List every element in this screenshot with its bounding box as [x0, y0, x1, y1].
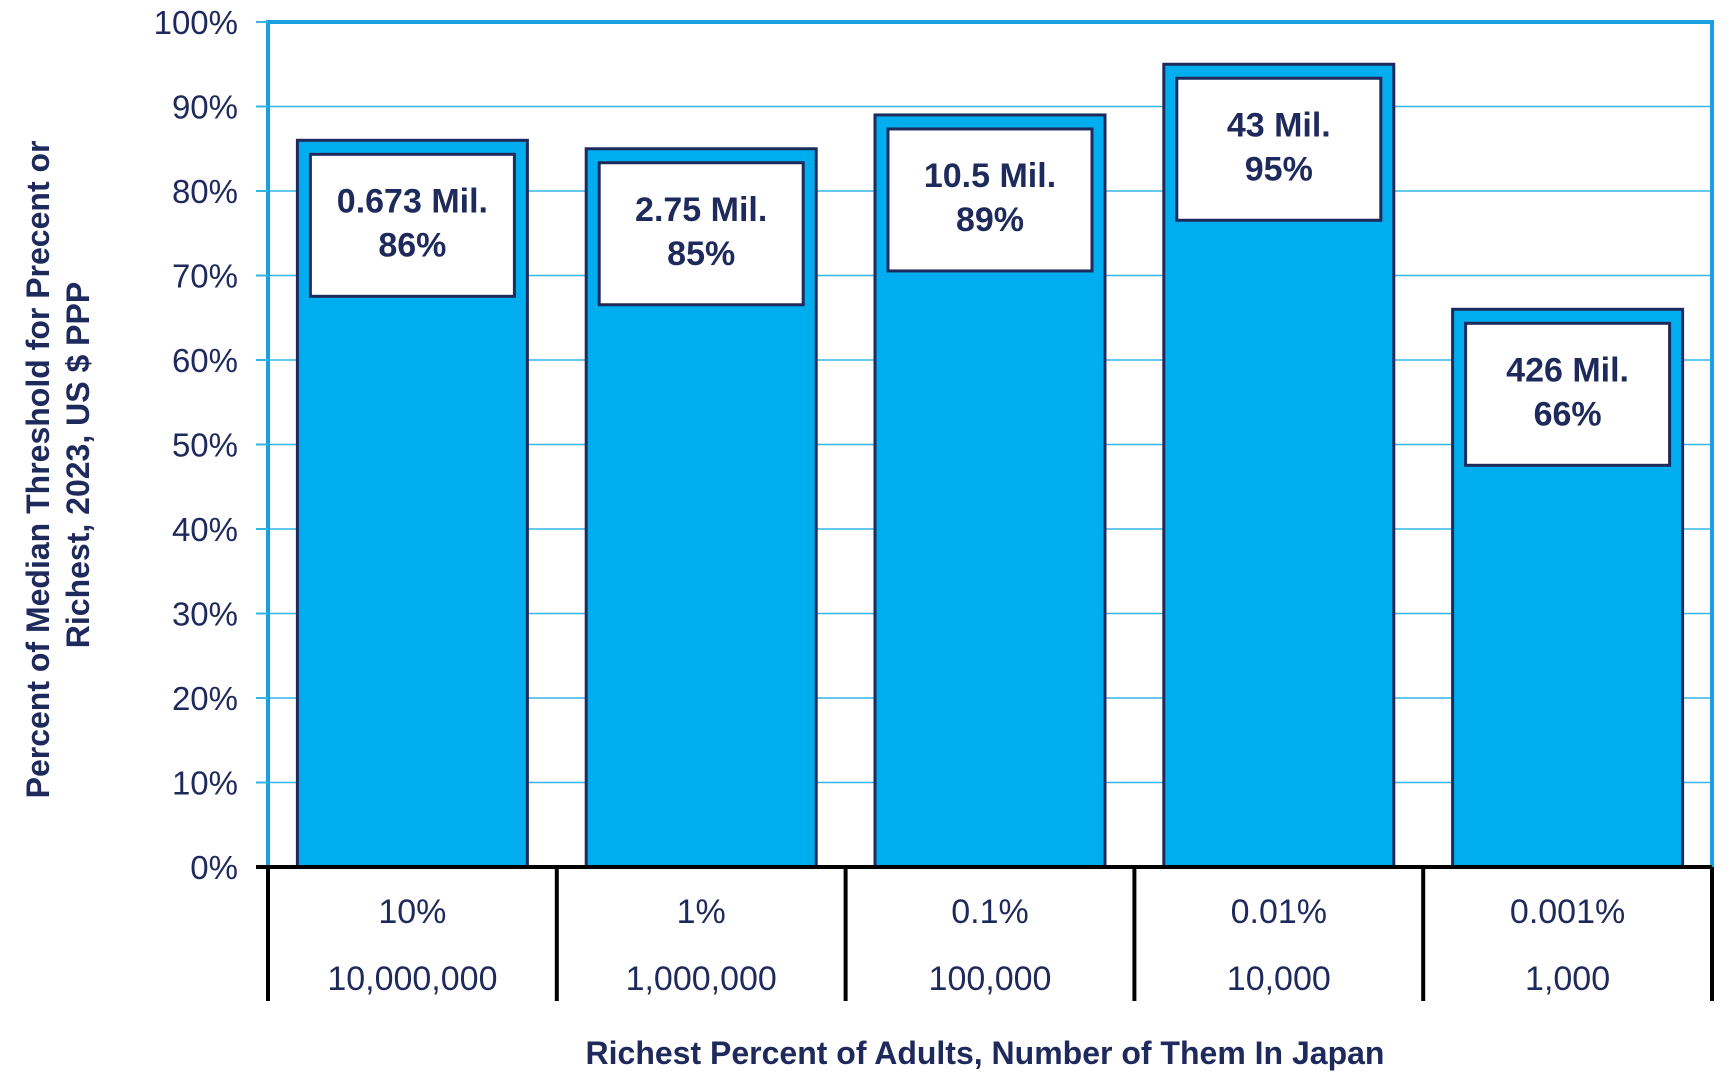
- x-category-count-3: 100,000: [929, 960, 1052, 998]
- data-label-box-3: [886, 127, 1094, 273]
- data-label-percent-3: 89%: [956, 201, 1024, 239]
- x-category-count-1: 10,000,000: [327, 960, 497, 998]
- y-tick-label: 90%: [172, 89, 238, 126]
- x-category-percent-3: 0.1%: [951, 893, 1029, 931]
- y-tick-label: 80%: [172, 173, 238, 210]
- data-label-percent-4: 95%: [1245, 150, 1313, 188]
- data-label-amount-2: 2.75 Mil.: [635, 191, 767, 229]
- x-axis-title: Richest Percent of Adults, Number of The…: [586, 1035, 1385, 1071]
- x-category-percent-4: 0.01%: [1231, 893, 1327, 931]
- y-axis-title-line-1: Percent of Median Threshold for Precent …: [20, 141, 56, 799]
- x-category-count-2: 1,000,000: [626, 960, 777, 998]
- data-label-percent-5: 66%: [1534, 395, 1602, 433]
- data-label-amount-4: 43 Mil.: [1227, 106, 1331, 144]
- data-label-percent-1: 86%: [378, 226, 446, 264]
- y-tick-label: 0%: [190, 849, 238, 886]
- y-tick-label: 60%: [172, 342, 238, 379]
- data-label-amount-3: 10.5 Mil.: [924, 157, 1056, 195]
- y-axis-title: Percent of Median Threshold for Precent …: [20, 132, 96, 799]
- data-label-percent-2: 85%: [667, 235, 735, 273]
- x-category-percent-2: 1%: [677, 893, 726, 931]
- data-label-box-4: [1175, 76, 1383, 222]
- y-tick-label: 100%: [154, 4, 238, 41]
- data-label-amount-5: 426 Mil.: [1506, 351, 1629, 389]
- y-tick-label: 50%: [172, 427, 238, 464]
- y-tick-label: 70%: [172, 258, 238, 295]
- data-label-box-5: [1464, 321, 1672, 467]
- y-tick-label: 10%: [172, 765, 238, 802]
- x-axis-category-table: 10% 10,000,000 1% 1,000,000 0.1% 100,000 0.01%…: [256, 865, 1714, 1001]
- data-label-box-2: [597, 161, 805, 307]
- y-tick-label: 40%: [172, 511, 238, 548]
- data-label-amount-1: 0.673 Mil.: [337, 182, 488, 220]
- y-axis-title-line-2: Richest, 2023, US $ PPP: [60, 282, 96, 648]
- y-axis-ticks: 0% 10% 20% 30% 40% 50% 60% 70% 80% 90% 100%: [154, 4, 268, 886]
- x-category-percent-5: 0.001%: [1510, 893, 1625, 931]
- x-category-count-5: 1,000: [1525, 960, 1610, 998]
- x-category-percent-1: 10%: [378, 893, 446, 931]
- y-tick-label: 20%: [172, 680, 238, 717]
- y-tick-label: 30%: [172, 596, 238, 633]
- data-labels: 0.673 Mil. 86% 2.75 Mil. 85% 10.5 Mil. 89% 43 …: [308, 76, 1672, 467]
- x-category-count-4: 10,000: [1227, 960, 1331, 998]
- data-label-box-1: [308, 152, 516, 298]
